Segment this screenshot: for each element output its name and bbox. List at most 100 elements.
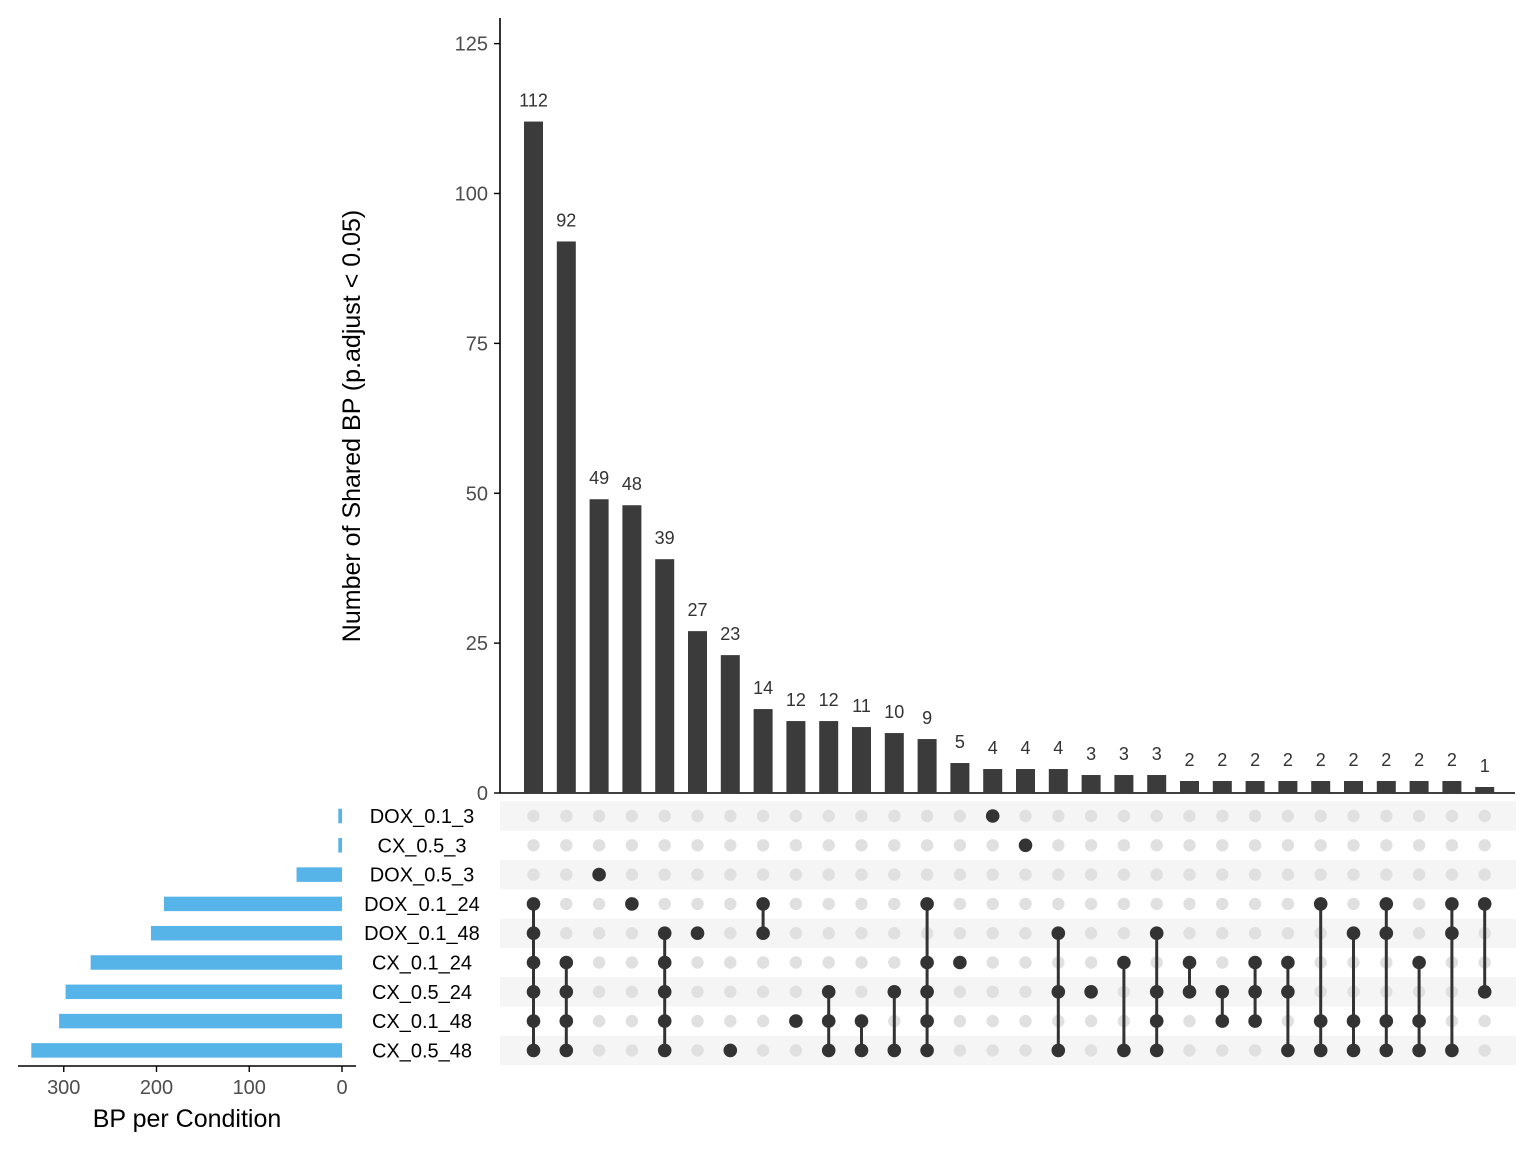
matrix-dot-inactive [691, 1044, 704, 1057]
matrix-dot-inactive [625, 985, 639, 998]
intersection-bar [1278, 781, 1298, 793]
matrix-dot-inactive [724, 927, 737, 940]
intersection-count-label: 112 [519, 91, 548, 111]
matrix-dot-inactive [724, 897, 737, 911]
matrix-dot-inactive [789, 809, 803, 823]
matrix-dot-inactive [756, 1044, 770, 1057]
matrix-dot-active [1346, 926, 1361, 940]
matrix-dot-active [1051, 1043, 1066, 1058]
intersection-y-tick-label: 100 [455, 184, 488, 206]
matrix-dot-active [1117, 1043, 1131, 1058]
intersection-bar [524, 121, 543, 793]
matrix-dot-active [1149, 1014, 1164, 1028]
matrix-dot-inactive [1248, 1044, 1262, 1057]
matrix-dot-inactive [1117, 927, 1131, 940]
matrix-dot-active [1412, 1043, 1426, 1058]
intersection-count-label: 4 [1020, 738, 1030, 758]
matrix-dot-inactive [1478, 809, 1491, 823]
matrix-dot-active [854, 1014, 869, 1028]
set-label: DOX_0.1_3 [370, 806, 475, 828]
intersection-bar [622, 505, 642, 793]
intersection-count-label: 5 [955, 732, 965, 752]
matrix-dot-inactive [855, 927, 868, 940]
intersection-bar [1475, 787, 1495, 793]
matrix-dot-inactive [920, 809, 934, 823]
matrix-dot-inactive [1478, 868, 1491, 881]
matrix-dot-inactive [1248, 927, 1262, 940]
intersection-bar [1344, 781, 1363, 793]
matrix-dot-inactive [625, 809, 639, 823]
matrix-dot-inactive [1216, 809, 1229, 823]
intersection-bar [1147, 775, 1167, 793]
matrix-dot-inactive [1380, 868, 1393, 881]
matrix-dot-inactive [625, 1014, 639, 1028]
matrix-dot-inactive [1347, 809, 1360, 823]
matrix-dot-inactive [1019, 1014, 1032, 1028]
matrix-dot-inactive [888, 839, 901, 852]
matrix-row-stripe [500, 859, 1516, 890]
matrix-dot-inactive [691, 956, 704, 969]
matrix-dot-inactive [691, 868, 704, 881]
matrix-dot-inactive [592, 809, 606, 823]
matrix-dot-active [1018, 838, 1033, 853]
matrix-dot-active [953, 955, 967, 970]
intersection-count-label: 2 [1381, 750, 1391, 770]
matrix-dot-inactive [724, 985, 737, 998]
intersection-count-label: 2 [1316, 750, 1326, 770]
matrix-dot-inactive [1445, 809, 1459, 823]
matrix-dot-active [1248, 985, 1262, 999]
intersection-count-label: 49 [589, 468, 609, 488]
matrix-dot-active [1051, 985, 1066, 999]
matrix-row-stripe [500, 977, 1516, 1007]
intersection-y-axis-title: Number of Shared BP (p.adjust < 0.05) [338, 210, 366, 642]
matrix-dot-inactive [625, 956, 639, 969]
matrix-dot-inactive [986, 956, 999, 969]
intersection-count-label: 4 [1053, 738, 1063, 758]
matrix-dot-active [657, 985, 672, 999]
set-label: CX_0.1_48 [372, 1011, 472, 1033]
matrix-dot-inactive [1084, 927, 1098, 940]
matrix-dot-inactive [1084, 809, 1098, 823]
matrix-dot-active [592, 867, 606, 882]
matrix-dot-inactive [1478, 839, 1491, 852]
matrix-dot-inactive [658, 839, 671, 852]
intersection-y-ticks: 0 25 50 75 100 125 [455, 34, 500, 805]
matrix-dot-inactive [1347, 897, 1360, 911]
matrix-dot-inactive [986, 897, 999, 911]
matrix-dot-inactive [756, 839, 770, 852]
intersection-count-label: 2 [1217, 750, 1227, 770]
intersection-bar [1016, 769, 1035, 793]
intersection-count-label: 1 [1480, 756, 1490, 776]
matrix-dot-active [1281, 1043, 1295, 1058]
matrix-dot-inactive [658, 809, 671, 823]
matrix-dot-inactive [724, 839, 737, 852]
matrix-dot-active [1346, 1043, 1361, 1058]
matrix-dot-active [887, 1043, 902, 1058]
matrix-dot-inactive [1084, 839, 1098, 852]
matrix-dot-inactive [1150, 839, 1163, 852]
matrix-dot-active [723, 1043, 738, 1058]
intersection-matrix [526, 809, 1492, 1058]
set-size-x-tick-label: 100 [233, 1077, 266, 1099]
matrix-dot-inactive [1314, 868, 1327, 881]
matrix-dot-inactive [1052, 839, 1065, 852]
matrix-dot-active [1477, 985, 1492, 999]
matrix-dot-inactive [953, 985, 967, 998]
matrix-dot-inactive [1183, 1014, 1196, 1028]
matrix-dot-inactive [920, 868, 934, 881]
matrix-dot-inactive [625, 927, 639, 940]
matrix-dot-inactive [822, 956, 835, 969]
set-size-bar [163, 896, 342, 912]
intersection-bar [753, 709, 773, 793]
intersection-bar [1442, 781, 1462, 793]
set-size-bars [31, 808, 343, 1058]
matrix-dot-inactive [789, 868, 803, 881]
matrix-dot-inactive [789, 927, 803, 940]
set-size-x-axis-title: BP per Condition [93, 1105, 282, 1133]
matrix-dot-inactive [560, 927, 573, 940]
matrix-dot-inactive [1314, 839, 1327, 852]
set-size-x-tick-label: 200 [140, 1077, 173, 1099]
matrix-dot-inactive [527, 809, 540, 823]
set-size-bar [296, 867, 342, 882]
matrix-dot-inactive [888, 809, 901, 823]
